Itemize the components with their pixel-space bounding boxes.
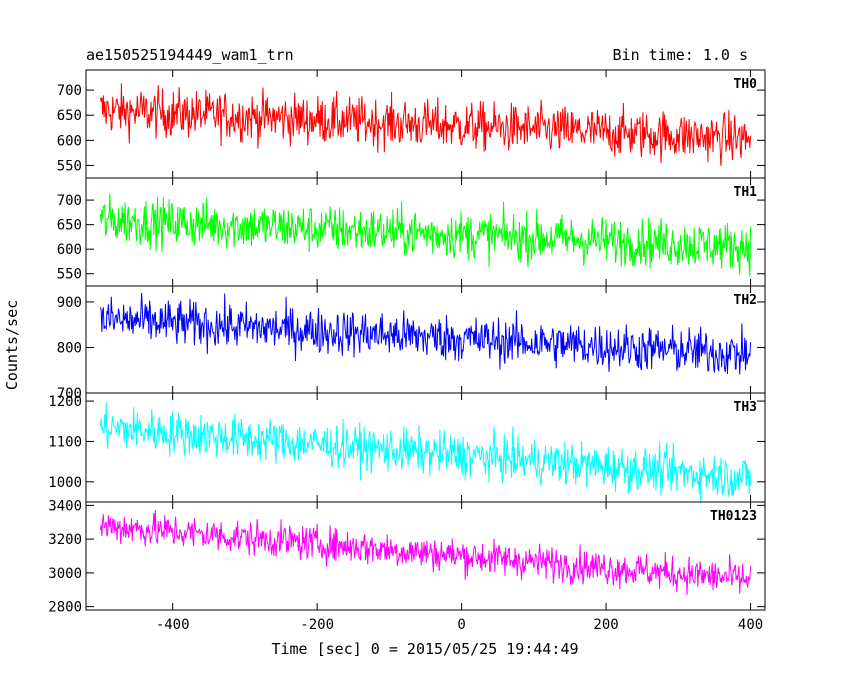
x-tick-label: 200 <box>593 617 618 633</box>
panel-label-th1: TH1 <box>734 185 758 200</box>
panel-th2: 700 800 900 TH2 <box>57 285 766 402</box>
panel-th0123: 2800 3000 3200 3400 TH0123 <box>48 498 766 616</box>
y-tick-label: 800 <box>57 340 82 356</box>
panel-frame <box>85 501 766 611</box>
y-tick-label: 1200 <box>48 394 82 410</box>
y-tick-label: 550 <box>57 158 82 174</box>
panels-group: 550 600 650 700 TH0 550 600 650 700 TH1 700 800 900 T… <box>48 69 766 616</box>
series-line-th2 <box>99 293 752 375</box>
y-tick-label: 3200 <box>48 532 82 548</box>
series-line-th1 <box>99 193 752 276</box>
x-tick-label: -200 <box>300 617 334 633</box>
y-tick-label: 1000 <box>48 475 82 491</box>
x-axis-ticks: -400 -200 0 200 400 <box>156 617 763 633</box>
series-line-th0 <box>99 83 752 166</box>
panel-label-th0: TH0 <box>734 77 758 92</box>
panel-label-th2: TH2 <box>734 293 757 308</box>
y-tick-label: 1100 <box>48 434 82 450</box>
y-tick-label: 600 <box>57 242 82 258</box>
y-axis-label: Counts/sec <box>3 300 21 390</box>
x-axis-label: Time [sec] 0 = 2015/05/25 19:44:49 <box>271 640 578 658</box>
bin-time-label: Bin time: 1.0 s <box>613 46 748 64</box>
series-line-th3 <box>99 402 752 502</box>
panel-th3: 1000 1100 1200 TH3 <box>48 392 766 503</box>
panel-th0: 550 600 650 700 TH0 <box>57 69 766 179</box>
y-tick-label: 700 <box>57 386 82 402</box>
y-tick-label: 3400 <box>48 498 82 514</box>
y-tick-label: 550 <box>57 267 82 283</box>
panel-label-th0123: TH0123 <box>710 509 757 524</box>
y-tick-label: 900 <box>57 295 82 311</box>
series-line-th0123 <box>99 510 752 595</box>
y-tick-label: 600 <box>57 133 82 149</box>
x-tick-label: 0 <box>457 617 465 633</box>
y-tick-label: 650 <box>57 108 82 124</box>
y-tick-label: 2800 <box>48 600 82 616</box>
y-tick-label: 650 <box>57 218 82 234</box>
panel-th1: 550 600 650 700 TH1 <box>57 177 766 287</box>
panel-label-th3: TH3 <box>734 400 757 415</box>
y-tick-label: 700 <box>57 193 82 209</box>
chart-title: ae150525194449_wam1_trn <box>86 46 294 64</box>
y-tick-label: 3000 <box>48 566 82 582</box>
y-tick-label: 700 <box>57 83 82 99</box>
x-tick-label: 400 <box>738 617 763 633</box>
x-tick-label: -400 <box>156 617 190 633</box>
